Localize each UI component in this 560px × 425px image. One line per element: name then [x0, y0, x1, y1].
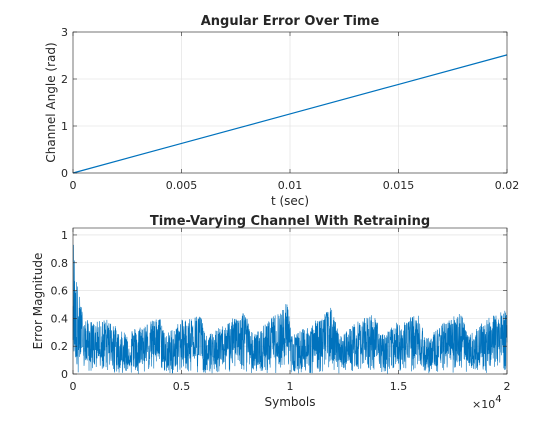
top-axes: 0 0.005 0.01 0.015 0.02 0 1 2 3 Angular Error Ov…: [44, 14, 519, 208]
top-y-tick-label: 3: [61, 26, 68, 39]
top-series-channel-angle: [72, 54, 508, 174]
bottom-y-tick-label: 0: [61, 368, 68, 381]
bottom-x-tick-label: 1.5: [390, 380, 408, 393]
bottom-x-axis-label: Symbols: [265, 395, 316, 409]
top-chart-title: Angular Error Over Time: [201, 14, 380, 29]
top-x-tick-label: 0.005: [166, 179, 198, 192]
top-ticks: 0 0.005 0.01 0.015 0.02 0 1 2 3: [61, 26, 519, 192]
bottom-y-tick-label: 0.8: [51, 257, 69, 270]
bottom-x-tick-label: 0: [70, 380, 77, 393]
bottom-chart-title: Time-Varying Channel With Retraining: [150, 214, 430, 229]
error-magnitude-trace: [72, 244, 508, 374]
top-x-tick-label: 0.015: [383, 179, 415, 192]
bottom-axes: 0 0.5 1 1.5 2 0 0.2 0.4 0.6 0.8 1 Time-Varying Cha…: [31, 214, 511, 411]
top-x-tick-label: 0: [70, 179, 77, 192]
top-x-axis-label: t (sec): [271, 194, 309, 208]
bottom-y-tick-label: 0.4: [51, 312, 69, 325]
top-x-tick-label: 0.02: [495, 179, 520, 192]
top-y-tick-label: 1: [61, 120, 68, 133]
bottom-series-error-magnitude: [72, 244, 508, 374]
bottom-ticks: 0 0.5 1 1.5 2 0 0.2 0.4 0.6 0.8 1: [51, 228, 511, 393]
bottom-x-tick-label: 1: [287, 380, 294, 393]
bottom-x-exponent: ×104: [472, 394, 502, 411]
x-exponent-power: 4: [495, 394, 501, 405]
bottom-x-tick-label: 2: [504, 380, 511, 393]
bottom-y-axis-label: Error Magnitude: [31, 253, 45, 350]
bottom-y-tick-label: 0.2: [51, 340, 69, 353]
x-exponent-base: ×10: [472, 398, 495, 411]
channel-angle-line: [72, 54, 508, 174]
top-x-tick-label: 0.01: [278, 179, 303, 192]
bottom-y-tick-label: 0.6: [51, 285, 69, 298]
top-y-axis-label: Channel Angle (rad): [44, 42, 58, 162]
top-y-tick-label: 2: [61, 73, 68, 86]
bottom-y-tick-label: 1: [61, 229, 68, 242]
bottom-x-tick-label: 0.5: [173, 380, 191, 393]
top-y-tick-label: 0: [61, 167, 68, 180]
